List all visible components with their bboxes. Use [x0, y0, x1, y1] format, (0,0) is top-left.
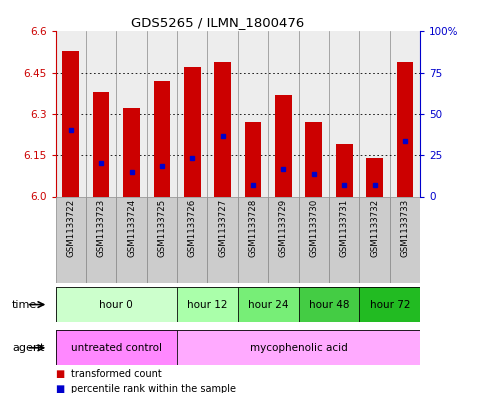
Bar: [359, 287, 420, 322]
Bar: [214, 62, 231, 196]
Text: hour 72: hour 72: [369, 299, 410, 310]
Bar: [93, 92, 110, 196]
Text: ■: ■: [56, 384, 65, 393]
Bar: [390, 31, 420, 196]
Bar: [298, 196, 329, 283]
Text: hour 24: hour 24: [248, 299, 288, 310]
Text: hour 0: hour 0: [99, 299, 133, 310]
Bar: [56, 330, 177, 365]
Bar: [238, 196, 268, 283]
Bar: [390, 196, 420, 283]
Bar: [275, 95, 292, 196]
Bar: [268, 31, 298, 196]
Bar: [177, 31, 208, 196]
Text: GSM1133727: GSM1133727: [218, 199, 227, 257]
Text: GSM1133731: GSM1133731: [340, 199, 349, 257]
Bar: [86, 196, 116, 283]
Bar: [56, 196, 86, 283]
Bar: [208, 196, 238, 283]
Text: GSM1133723: GSM1133723: [97, 199, 106, 257]
Bar: [184, 67, 200, 196]
Bar: [147, 31, 177, 196]
Text: GSM1133730: GSM1133730: [309, 199, 318, 257]
Bar: [177, 330, 420, 365]
Bar: [329, 196, 359, 283]
Bar: [154, 81, 170, 196]
Text: GSM1133724: GSM1133724: [127, 199, 136, 257]
Text: GSM1133728: GSM1133728: [249, 199, 257, 257]
Bar: [305, 122, 322, 196]
Bar: [177, 287, 238, 322]
Text: time: time: [12, 299, 37, 310]
Text: hour 12: hour 12: [187, 299, 228, 310]
Text: GSM1133725: GSM1133725: [157, 199, 167, 257]
Text: GSM1133733: GSM1133733: [400, 199, 410, 257]
Text: ■: ■: [56, 369, 65, 379]
Bar: [116, 196, 147, 283]
Text: agent: agent: [12, 343, 44, 353]
Bar: [62, 51, 79, 196]
Bar: [329, 31, 359, 196]
Text: GSM1133726: GSM1133726: [188, 199, 197, 257]
Bar: [56, 287, 177, 322]
Text: GSM1133732: GSM1133732: [370, 199, 379, 257]
Bar: [268, 196, 298, 283]
Bar: [147, 196, 177, 283]
Bar: [56, 31, 86, 196]
Bar: [238, 31, 268, 196]
Text: mycophenolic acid: mycophenolic acid: [250, 343, 348, 353]
Text: hour 48: hour 48: [309, 299, 349, 310]
Bar: [366, 158, 383, 196]
Bar: [298, 31, 329, 196]
Text: GSM1133722: GSM1133722: [66, 199, 75, 257]
Bar: [336, 144, 353, 196]
Bar: [208, 31, 238, 196]
Bar: [238, 287, 298, 322]
Text: untreated control: untreated control: [71, 343, 162, 353]
Bar: [359, 31, 390, 196]
Text: GDS5265 / ILMN_1800476: GDS5265 / ILMN_1800476: [131, 16, 304, 29]
Bar: [123, 108, 140, 196]
Bar: [397, 62, 413, 196]
Text: transformed count: transformed count: [71, 369, 162, 379]
Text: GSM1133729: GSM1133729: [279, 199, 288, 257]
Bar: [245, 122, 261, 196]
Bar: [86, 31, 116, 196]
Text: percentile rank within the sample: percentile rank within the sample: [71, 384, 236, 393]
Bar: [359, 196, 390, 283]
Bar: [177, 196, 208, 283]
Bar: [116, 31, 147, 196]
Bar: [298, 287, 359, 322]
